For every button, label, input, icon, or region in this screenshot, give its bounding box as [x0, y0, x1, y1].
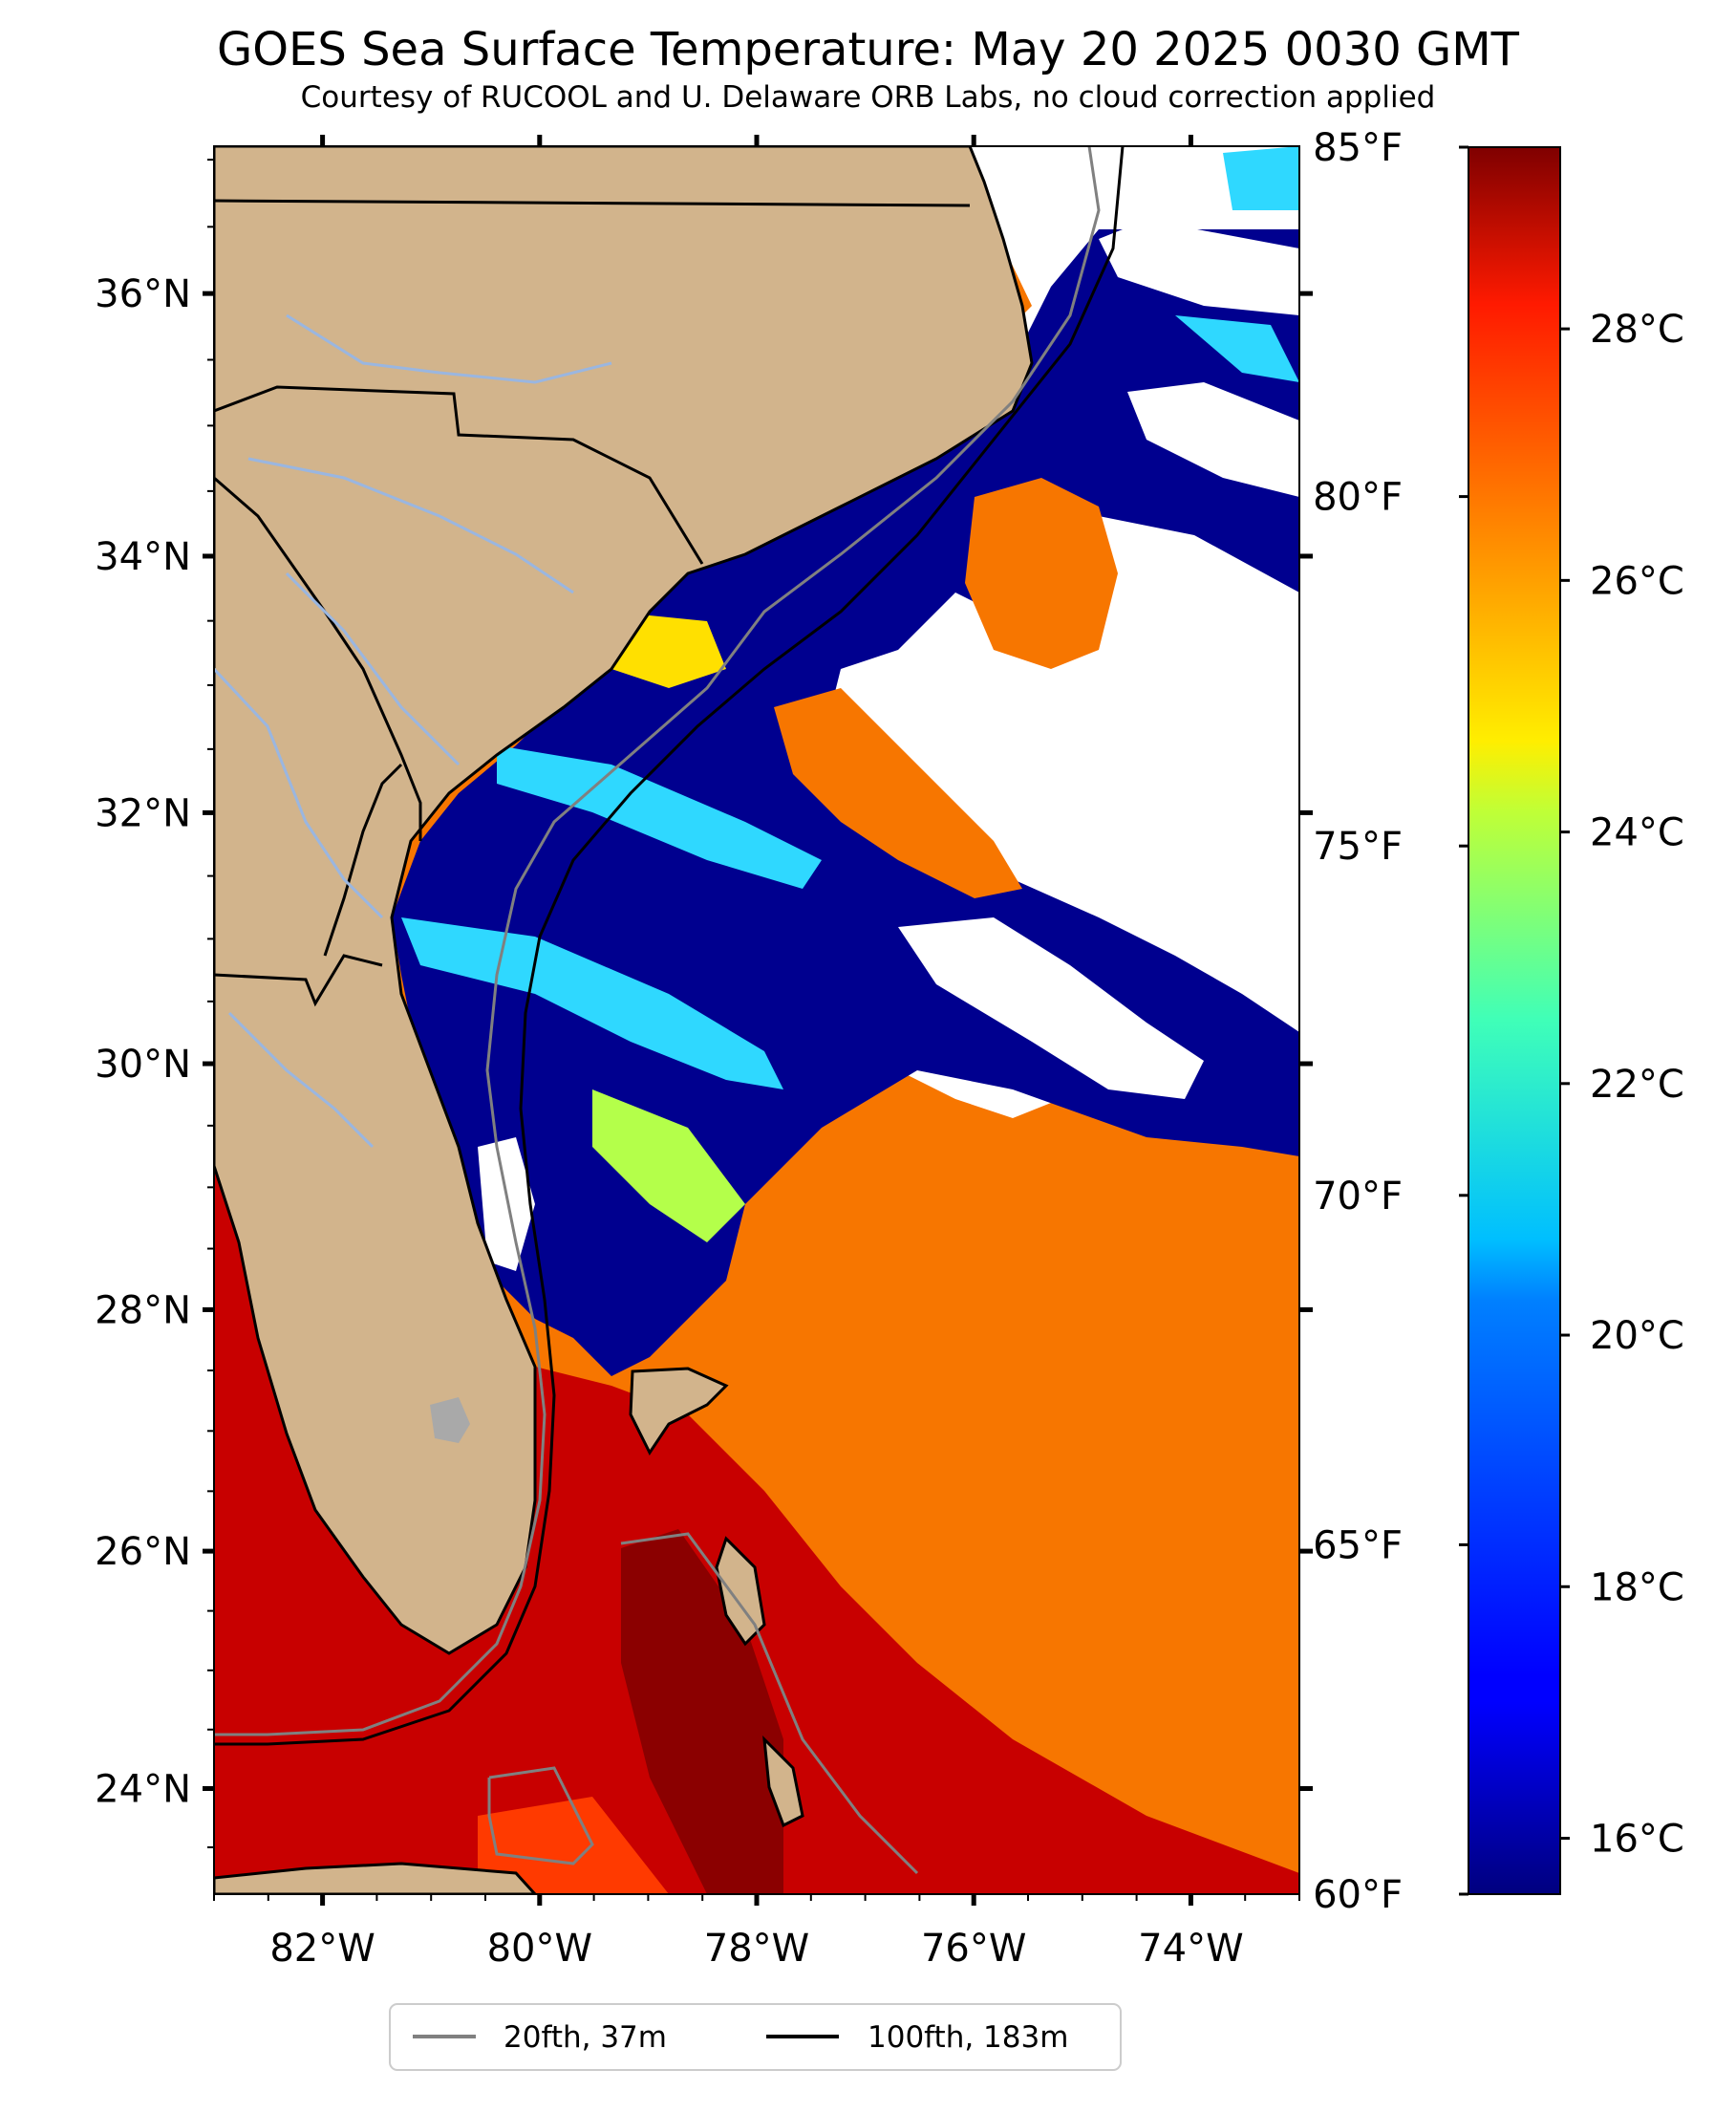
cloud-patch — [1127, 382, 1299, 497]
cool-streak — [1223, 146, 1299, 210]
colorbar-c-label: 20°C — [1590, 1314, 1684, 1358]
state-border — [214, 385, 704, 565]
colorbar-c-label: 16°C — [1590, 1818, 1684, 1862]
isobath-20fth — [620, 1532, 919, 1875]
warm-eddy — [774, 688, 1022, 898]
lat-tick-label: 28°N — [95, 1288, 191, 1332]
lon-tick-label: 74°W — [1138, 1927, 1243, 1971]
chart-title: GOES Sea Surface Temperature: May 20 202… — [217, 23, 1519, 76]
isobath-100fth — [214, 146, 1125, 1746]
mild-streak — [611, 612, 726, 688]
cloud-patch — [1099, 220, 1299, 315]
colorbar-f-label: 80°F — [1313, 476, 1403, 520]
mild-streak — [592, 1089, 745, 1242]
colorbar-axes: 60°F 65°F 70°F 75°F 80°F 85°F 16°C 18°C 20°C 22°C… — [1313, 126, 1684, 1917]
isobath-legend: 20fth, 37m 100fth, 183m — [389, 2003, 1122, 2071]
lat-tick-label: 36°N — [95, 272, 191, 316]
lat-tick-label: 26°N — [95, 1530, 191, 1574]
state-border — [214, 199, 971, 207]
colorbar-c-label: 26°C — [1590, 559, 1684, 603]
colorbar-f-label: 65°F — [1313, 1523, 1403, 1567]
lon-tick-label: 82°W — [269, 1927, 375, 1971]
isobath-20fth — [214, 146, 1101, 1736]
colorbar-c-label: 18°C — [1590, 1565, 1684, 1609]
colorbar-c-label: 24°C — [1590, 811, 1684, 855]
cool-streak — [497, 745, 822, 889]
lat-tick-label: 30°N — [95, 1043, 191, 1087]
lat-tick-label: 34°N — [95, 535, 191, 579]
map-area — [214, 146, 1299, 1894]
map-axes: 82°W 80°W 78°W 76°W 74°W 36°N 34°N 32°N 30°N 28°N… — [95, 135, 1313, 1971]
colorbar-f-label: 70°F — [1313, 1175, 1403, 1218]
chart-subtitle: Courtesy of RUCOOL and U. Delaware ORB L… — [300, 80, 1436, 115]
warm-eddy — [965, 478, 1118, 669]
land-mainland — [214, 146, 1034, 1655]
legend-label-100fth: 100fth, 183m — [868, 2020, 1068, 2055]
warm-shelf — [478, 1797, 669, 1894]
cloud-patch — [478, 1137, 535, 1271]
rivers — [214, 313, 612, 1149]
state-border — [323, 763, 403, 957]
lat-tick-label: 32°N — [95, 791, 191, 835]
hot-water-region — [214, 1147, 1299, 1894]
land-bahamas — [762, 1735, 804, 1828]
land-cuba — [214, 1862, 538, 1894]
colorbar-c-label: 22°C — [1590, 1063, 1684, 1107]
state-border — [214, 954, 383, 1007]
colorbar-f-label: 85°F — [1313, 126, 1403, 170]
legend-box — [389, 2003, 1122, 2071]
colorbar — [1468, 146, 1561, 1895]
cool-streak — [401, 917, 783, 1089]
lon-tick-label: 78°W — [704, 1927, 809, 1971]
land-bahamas — [715, 1536, 766, 1647]
gulf-hot-region — [621, 1529, 783, 1894]
colorbar-f-label: 75°F — [1313, 825, 1403, 869]
cloud-patch — [898, 917, 1204, 1099]
cool-streak — [1175, 315, 1299, 382]
colorbar-c-label: 28°C — [1590, 308, 1684, 352]
isobath-20fth — [487, 1766, 594, 1865]
lake-okeechobee — [430, 1397, 470, 1443]
lat-tick-label: 24°N — [95, 1767, 191, 1811]
colorbar-f-label: 60°F — [1313, 1873, 1403, 1917]
lon-tick-label: 76°W — [921, 1927, 1026, 1971]
land-bahamas — [629, 1367, 729, 1455]
lon-tick-label: 80°W — [487, 1927, 592, 1971]
legend-label-20fth: 20fth, 37m — [504, 2020, 667, 2055]
cloud-patch — [917, 679, 1299, 898]
state-border — [214, 476, 422, 841]
